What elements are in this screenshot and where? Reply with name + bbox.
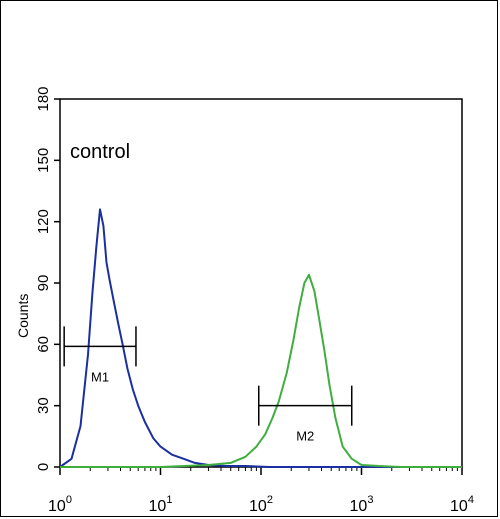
y-tick-label: 60 [35,336,52,353]
x-tick-label: 104 [450,494,474,515]
histogram-series-2 [60,273,462,468]
x-axis-ticks: 100 101 102 103 104 [48,467,474,515]
marker-m2-label: M2 [296,429,314,444]
y-tick-label: 90 [35,275,52,292]
histogram-series-1 [59,208,462,468]
y-tick-label: 180 [35,86,52,111]
x-tick-label: 100 [48,494,72,515]
marker-m1-label: M1 [91,369,109,384]
x-tick-label: 103 [350,494,374,515]
y-tick-label: 120 [35,209,52,234]
marker-layer: M1 M2 [63,326,353,444]
y-tick-label: 30 [35,397,52,414]
x-tick-label: 101 [149,494,173,515]
control-annotation: control [70,141,130,163]
y-tick-label: 150 [35,148,52,173]
x-tick-label: 102 [249,494,273,515]
y-tick-label: 0 [35,463,52,471]
y-axis-label: Counts [15,294,31,338]
series-layer [59,208,462,468]
y-axis-ticks: 0 30 60 90 120 150 180 [35,86,60,471]
